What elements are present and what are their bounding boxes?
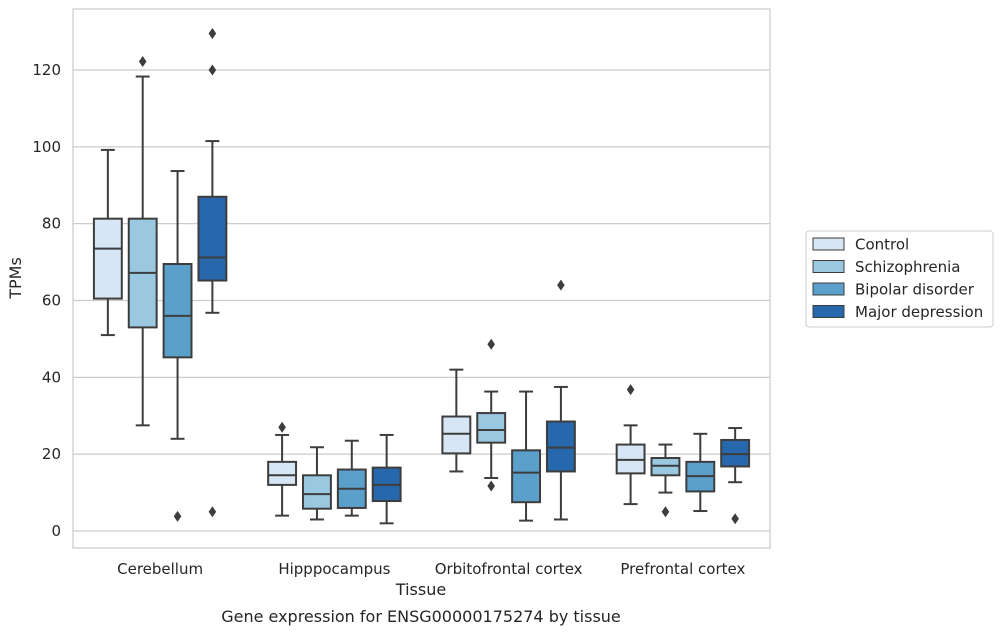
x-axis-title: Tissue	[395, 580, 446, 599]
box-iqr	[267, 460, 298, 486]
box-bipolar-disorder	[685, 432, 716, 513]
box-iqr	[302, 474, 332, 510]
x-tick-label: Hipppocampus	[278, 560, 390, 578]
outlier-point	[487, 338, 495, 350]
outlier-point	[208, 506, 217, 518]
legend-frame	[805, 230, 994, 328]
box-schizophrenia	[476, 338, 507, 492]
box-major-depression	[197, 28, 228, 518]
legend-swatch	[812, 260, 845, 273]
y-axis-title: TPMs	[6, 257, 25, 300]
outlier-point	[626, 384, 635, 396]
legend-label: Major depression	[855, 303, 983, 321]
legend-swatch	[812, 237, 845, 251]
legend-swatch	[812, 305, 845, 318]
box-control	[441, 368, 472, 473]
box-control	[615, 384, 646, 506]
x-axis-ticks: Cerebellum Hipppocampus Orbitofrontal cort…	[117, 560, 745, 578]
outlier-point	[138, 56, 147, 68]
legend-label: Schizophrenia	[855, 258, 960, 276]
outlier-point	[208, 28, 217, 40]
outlier-point	[731, 513, 739, 525]
outlier-point	[487, 480, 495, 492]
box-major-depression	[545, 279, 576, 521]
outlier-point	[278, 421, 286, 433]
outlier-point	[173, 510, 182, 522]
outlier-point	[661, 506, 670, 518]
outlier-point	[208, 64, 217, 76]
boxes	[92, 28, 751, 525]
box-bipolar-disorder	[162, 170, 193, 522]
y-tick-label: 20	[42, 445, 61, 463]
box-iqr	[162, 263, 193, 359]
y-tick-label: 100	[32, 138, 61, 156]
x-tick-label: Orbitofrontal cortex	[435, 560, 583, 578]
box-iqr	[511, 449, 541, 504]
y-tick-label: 120	[32, 61, 61, 79]
legend-label: Bipolar disorder	[855, 281, 975, 299]
box-major-depression	[371, 433, 402, 525]
plot-area-frame	[72, 8, 771, 549]
figure-caption: Gene expression for ENSG00000175274 by t…	[221, 607, 621, 626]
y-tick-label: 40	[42, 368, 61, 386]
y-tick-label: 60	[42, 292, 61, 310]
box-iqr	[92, 217, 123, 300]
y-tick-label: 80	[42, 215, 61, 233]
box-bipolar-disorder	[336, 439, 367, 517]
box-iqr	[197, 195, 228, 282]
box-iqr	[441, 415, 472, 455]
x-tick-label: Cerebellum	[117, 560, 203, 578]
box-bipolar-disorder	[511, 390, 541, 522]
legend-label: Control	[855, 236, 909, 254]
x-tick-label: Prefrontal cortex	[620, 560, 745, 578]
y-tick-label: 0	[51, 522, 61, 540]
outlier-point	[557, 279, 565, 291]
box-schizophrenia	[127, 56, 158, 427]
box-iqr	[476, 412, 507, 444]
box-iqr	[545, 420, 576, 473]
legend-swatch	[812, 282, 845, 296]
legend: Control Schizophrenia Bipolar disorder Majo…	[805, 230, 994, 328]
y-axis-ticks: 0 20 40 60 80 100 120	[32, 61, 61, 540]
box-control	[92, 148, 123, 337]
box-control	[267, 421, 298, 517]
box-schizophrenia	[650, 443, 681, 518]
box-major-depression	[720, 427, 751, 525]
box-schizophrenia	[302, 446, 332, 521]
